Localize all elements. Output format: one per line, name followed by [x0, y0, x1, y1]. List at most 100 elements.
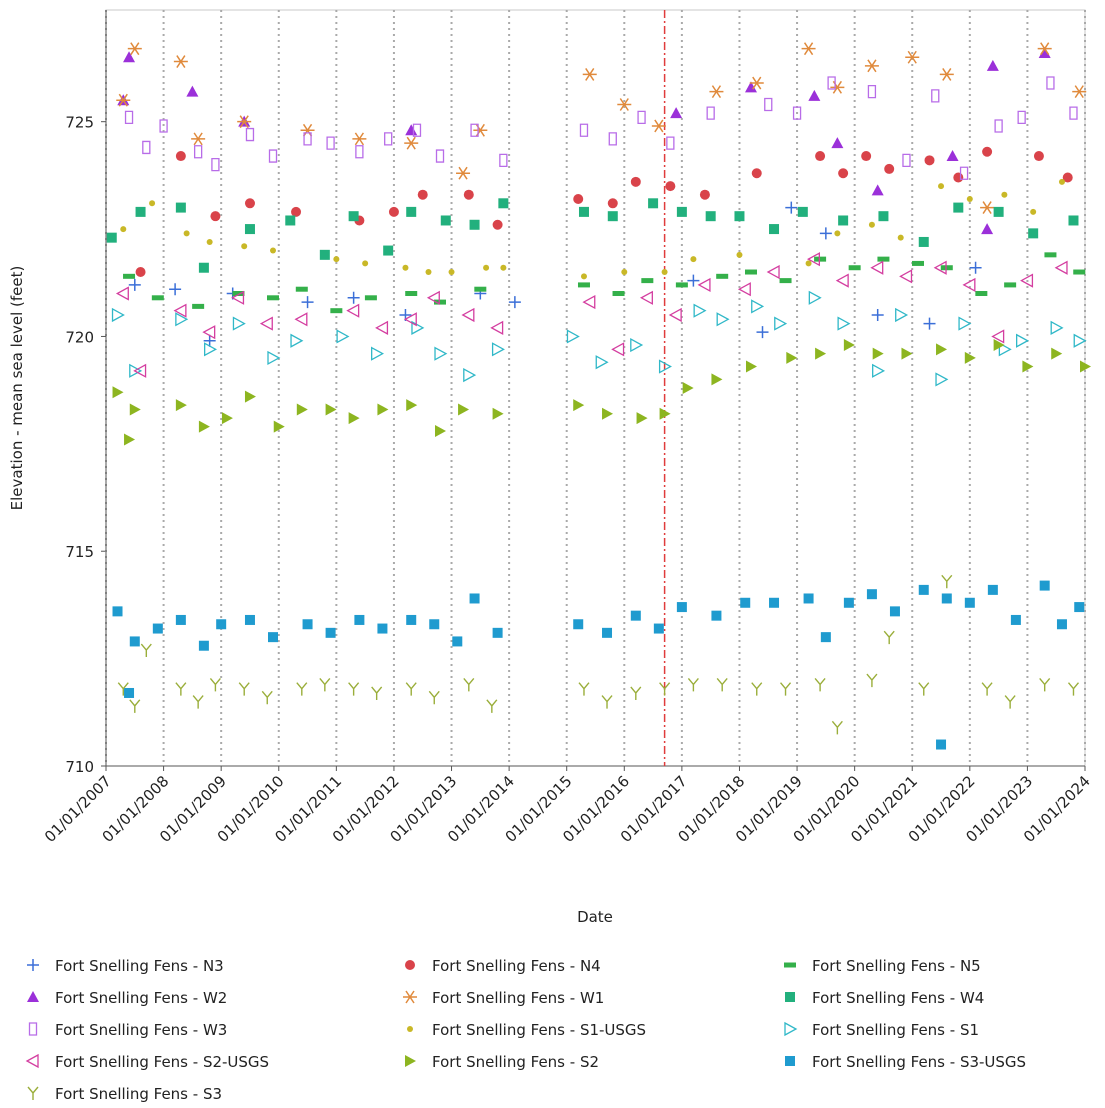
data-point [175, 312, 189, 327]
data-point [1062, 172, 1073, 183]
data-point [300, 123, 315, 137]
data-point [417, 189, 428, 200]
data-point [209, 677, 221, 692]
data-point [204, 342, 218, 357]
data-point [835, 273, 849, 288]
data-point [508, 296, 521, 309]
data-point [355, 145, 364, 159]
data-point [428, 690, 440, 705]
data-point [797, 206, 808, 217]
data-point [582, 294, 596, 310]
data-point [302, 619, 313, 630]
data-point [463, 677, 475, 692]
y-tick-label: 715 [65, 543, 94, 561]
data-point [918, 584, 929, 595]
data-point [221, 412, 233, 425]
data-point [319, 249, 330, 260]
data-point [211, 157, 220, 172]
data-point [1017, 110, 1026, 125]
data-point [871, 184, 884, 196]
data-point [491, 342, 505, 357]
data-point [352, 132, 367, 146]
data-point [461, 307, 475, 323]
data-point [861, 151, 872, 162]
data-point [115, 286, 129, 301]
data-point [203, 334, 216, 347]
data-point [612, 291, 625, 296]
data-point [866, 673, 878, 688]
data-point [500, 264, 507, 271]
data-point [129, 403, 141, 416]
data-point [736, 251, 743, 258]
data-point [953, 202, 964, 213]
data-point [348, 412, 360, 425]
legend-label: Fort Snelling Fens - N5 [812, 957, 981, 975]
data-point [936, 739, 947, 750]
y-tick-label: 710 [65, 758, 94, 776]
legend-label: Fort Snelling Fens - S2 [432, 1053, 599, 1071]
legend-marker [25, 1053, 39, 1069]
data-point [175, 614, 186, 625]
data-point [637, 110, 646, 125]
data-point [687, 274, 700, 287]
data-point [116, 93, 131, 107]
data-point [202, 325, 216, 340]
data-point [412, 123, 422, 137]
data-point [470, 123, 479, 137]
data-point [897, 234, 904, 241]
data-point [578, 206, 589, 217]
data-point [362, 260, 369, 267]
data-point [333, 256, 340, 263]
data-point [867, 84, 877, 99]
data-point [1033, 151, 1044, 162]
data-point [290, 333, 304, 348]
data-point [711, 373, 723, 386]
data-point [124, 110, 134, 125]
legend-marker [403, 990, 417, 1004]
y-axis-title: Elevation - mean sea level (feet) [8, 266, 26, 511]
data-point [456, 166, 471, 180]
data-point [820, 632, 831, 643]
data-point [670, 107, 683, 119]
data-point [693, 303, 707, 318]
data-point [621, 269, 628, 276]
data-point [434, 346, 448, 361]
legend-label: Fort Snelling Fens - W1 [432, 989, 604, 1007]
data-point [463, 368, 477, 383]
data-point [766, 264, 780, 280]
data-point [706, 106, 715, 120]
data-point [946, 150, 959, 162]
data-point [711, 610, 722, 621]
data-point [448, 269, 455, 276]
data-point [602, 627, 613, 638]
data-point [617, 98, 632, 111]
data-point [991, 329, 1005, 344]
data-point [639, 290, 653, 305]
data-point [129, 636, 140, 647]
data-point [175, 151, 186, 162]
data-point [814, 256, 827, 262]
data-point [405, 291, 418, 296]
data-point [998, 342, 1012, 357]
data-point [611, 342, 625, 357]
data-point [348, 211, 359, 222]
data-point [463, 189, 474, 200]
data-point [749, 76, 764, 90]
data-point [661, 269, 668, 276]
data-point [192, 695, 204, 709]
data-point [866, 589, 877, 600]
data-point [993, 206, 1004, 217]
data-point [273, 420, 285, 433]
data-point [1001, 191, 1008, 198]
data-point [483, 264, 490, 271]
data-point [133, 363, 147, 378]
data-point [911, 260, 924, 266]
data-point [653, 623, 664, 634]
data-point [941, 593, 952, 604]
data-point [1054, 260, 1068, 275]
data-point [994, 119, 1003, 133]
legend-label: Fort Snelling Fens - S1 [812, 1021, 979, 1039]
data-point [636, 412, 648, 425]
data-point [959, 166, 969, 180]
data-point [848, 265, 861, 271]
